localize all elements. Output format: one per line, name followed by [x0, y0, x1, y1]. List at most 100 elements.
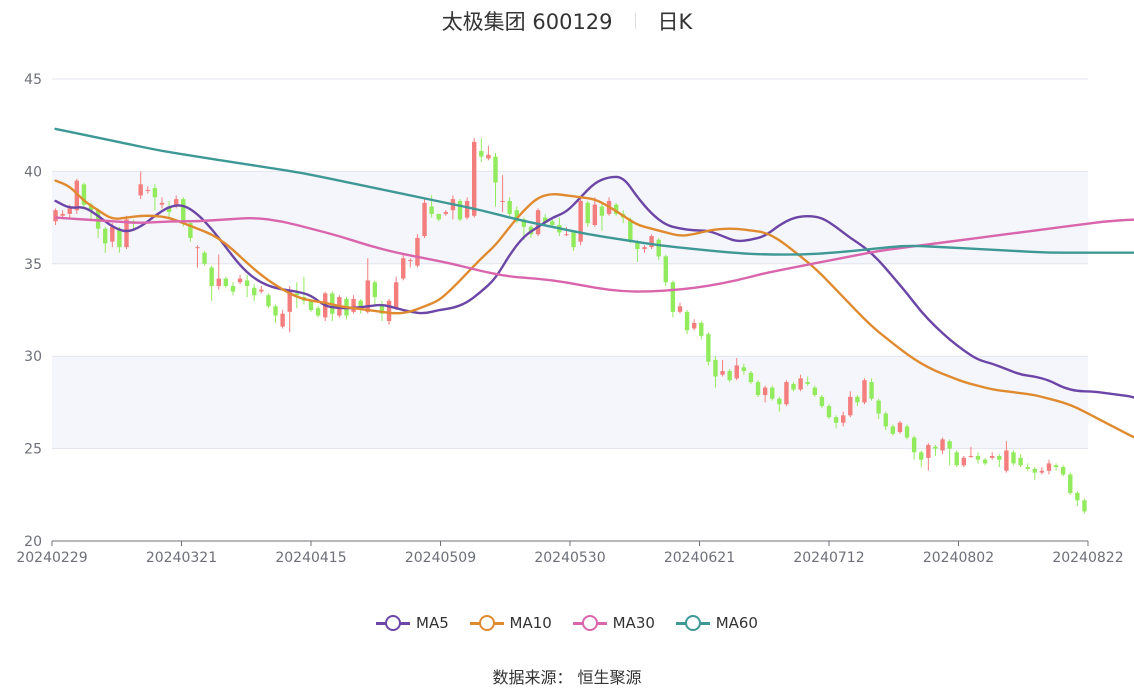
candle-body — [855, 396, 860, 403]
x-tick-label: 20240822 — [1052, 550, 1123, 566]
candle-body — [110, 226, 115, 242]
grid-band — [52, 356, 1088, 449]
candle-body — [713, 359, 718, 377]
candle-body — [762, 387, 768, 396]
candle-body — [230, 285, 236, 292]
candle-body — [890, 426, 896, 434]
candle-body — [159, 202, 165, 205]
candle-body — [911, 437, 917, 453]
data-source: 数据来源： 恒生聚源 — [492, 668, 642, 687]
series-line-ma5 — [54, 175, 1134, 399]
y-tick-label: 25 — [24, 442, 42, 458]
y-tick-label: 45 — [24, 72, 42, 88]
candle-body — [571, 232, 576, 248]
candle-body — [173, 199, 179, 205]
candle-body — [975, 455, 981, 460]
candle-body — [429, 206, 434, 214]
candle-body — [493, 156, 498, 183]
candle-body — [784, 382, 789, 405]
candle-body — [81, 184, 87, 205]
candle-body — [1060, 467, 1066, 475]
candle-body — [273, 306, 278, 316]
candle-body — [521, 219, 527, 227]
candle-body — [181, 199, 186, 222]
candle-body — [649, 236, 654, 248]
candle-body — [259, 289, 264, 292]
candle-body — [699, 322, 704, 336]
candle-body — [677, 306, 683, 312]
candle-body — [919, 452, 924, 460]
x-tick-label: 20240530 — [534, 550, 605, 566]
candle-body — [940, 439, 945, 451]
chart-period: 日K — [657, 10, 693, 34]
candle-body — [826, 406, 832, 418]
legend-item-ma30[interactable]: MA30 — [572, 614, 655, 632]
candle-body — [351, 298, 356, 312]
candle-body — [876, 400, 881, 414]
candle-body — [1004, 450, 1009, 471]
candle-body — [947, 441, 952, 449]
legend-swatch-ma30 — [572, 614, 607, 632]
candle-body — [812, 387, 818, 396]
candle-body — [244, 280, 250, 286]
candle-body — [386, 300, 392, 322]
candle-body — [599, 206, 605, 216]
candle-body — [117, 228, 122, 248]
x-tick-label: 20240415 — [275, 550, 346, 566]
grid-band — [52, 171, 1088, 264]
candle-body — [1039, 470, 1045, 473]
series-line-ma60 — [54, 127, 1134, 256]
candle-body — [1046, 463, 1052, 471]
candle-body — [748, 372, 754, 383]
candle-body — [223, 278, 229, 286]
candle-body — [642, 247, 647, 250]
candle-body — [691, 322, 697, 329]
candle-body — [145, 189, 150, 191]
candle-body — [585, 202, 590, 224]
candle-body — [422, 202, 427, 237]
candle-body — [124, 219, 129, 248]
candle-body — [791, 383, 796, 390]
candle-body — [358, 300, 363, 310]
candle-body — [472, 141, 477, 216]
candle-body — [982, 459, 988, 464]
candle-body — [961, 457, 967, 466]
legend-label-ma10: MA10 — [509, 614, 552, 632]
candle-body — [408, 260, 413, 262]
candle-body — [315, 308, 321, 316]
candle-body — [720, 370, 725, 375]
x-tick-label: 20240509 — [405, 550, 476, 566]
candle-body — [479, 151, 484, 157]
candle-body — [88, 204, 94, 211]
legend-label-ma30: MA30 — [612, 614, 655, 632]
candle-body — [1032, 468, 1037, 473]
legend-item-ma60[interactable]: MA60 — [675, 614, 758, 632]
candle-body — [1075, 492, 1080, 501]
legend-swatch-ma60 — [675, 614, 710, 632]
title-separator — [634, 13, 636, 29]
candle-body — [550, 221, 555, 225]
candle-body — [755, 382, 761, 396]
candle-body — [904, 426, 910, 438]
candle-body — [252, 287, 257, 296]
candle-body — [60, 213, 65, 216]
candle-body — [564, 234, 569, 236]
candle-body — [393, 282, 399, 309]
candle-body — [770, 387, 775, 399]
candle-body — [1025, 467, 1030, 469]
candle-body — [635, 241, 640, 250]
candle-body — [138, 184, 143, 196]
candle-body — [237, 278, 243, 283]
y-tick-label: 20 — [24, 534, 42, 550]
candle-body — [280, 313, 285, 327]
series-line-ma30 — [54, 216, 1134, 293]
legend-item-ma5[interactable]: MA5 — [376, 614, 449, 632]
candle-body — [457, 200, 463, 220]
candle-body — [798, 378, 803, 390]
candle-body — [1082, 500, 1087, 512]
candle-body — [436, 213, 441, 220]
candle-body — [613, 204, 619, 214]
candle-body — [628, 219, 633, 242]
candle-body — [209, 267, 214, 286]
legend-item-ma10[interactable]: MA10 — [469, 614, 552, 632]
